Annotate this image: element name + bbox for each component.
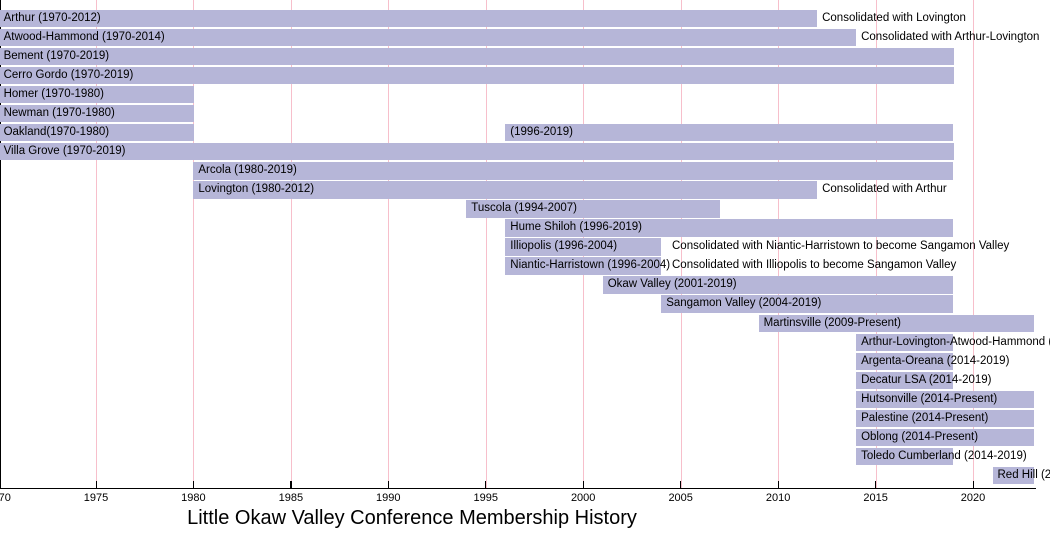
axis-tick-label: 2010 (765, 492, 791, 504)
membership-bar-lovington (193, 181, 817, 199)
axis-tick-label: 2020 (960, 492, 986, 504)
membership-bar-hutsonville (856, 390, 1035, 409)
chart-left-border (0, 0, 1, 489)
axis-tick-label: 2015 (863, 492, 888, 504)
axis-tick (875, 481, 877, 488)
axis-tick (680, 481, 682, 488)
axis-tick (972, 481, 974, 488)
membership-bar-tuscola (466, 200, 720, 218)
consolidation-note: Consolidated with Niantic-Harristown to … (672, 240, 1010, 253)
axis-tick (290, 481, 292, 488)
membership-bar-sangamon-valley (661, 295, 954, 313)
membership-bar-okaw-valley (602, 276, 954, 294)
membership-bar-oakland (505, 123, 954, 142)
bar-label: Oblong (2014-Present) (861, 430, 979, 443)
year-gridline (778, 0, 780, 488)
year-gridline (973, 0, 974, 488)
bar-label: Illiopolis (1996-2004) (510, 240, 618, 253)
consolidation-note: Consolidated with Lovington (822, 11, 966, 24)
axis-tick-label: 1975 (83, 492, 109, 504)
axis-tick-label: 1980 (181, 492, 206, 504)
membership-bar-bement (0, 47, 954, 66)
bar-label: Argenta-Oreana (2014-2019) (861, 354, 1010, 367)
axis-tick-label: 2005 (668, 492, 693, 504)
bar-label: Arcola (1980-2019) (198, 164, 297, 176)
membership-bar-hume-shiloh (505, 219, 954, 237)
bar-label: Niantic-Harristown (1996-2004) (510, 259, 671, 272)
membership-bar-atwood-hammond (0, 28, 857, 47)
consolidation-note: Consolidated with Arthur-Lovington (861, 30, 1040, 43)
year-gridline (193, 0, 195, 488)
axis-tick (485, 481, 487, 488)
bar-label: (1996-2019) (510, 125, 573, 138)
membership-bar-newman (0, 104, 194, 123)
x-axis-line (0, 487, 1036, 490)
bar-label: Arthur-Lovington-Atwood-Hammond (2014-20… (861, 335, 1050, 348)
membership-bar-decatur-lsa (856, 371, 954, 390)
axis-tick-label: 1985 (278, 492, 304, 504)
membership-bar-oakland (0, 123, 194, 142)
bar-label: Sangamon Valley (2004-2019) (666, 297, 822, 310)
bar-label: Palestine (2014-Present) (861, 411, 989, 424)
bar-label: Lovington (1980-2012) (198, 183, 315, 195)
bar-label: Hutsonville (2014-Present) (861, 392, 998, 405)
year-gridline (388, 0, 390, 488)
bar-label: Tuscola (1994-2007) (471, 202, 577, 215)
axis-tick-label: 2000 (570, 492, 596, 504)
membership-bar-villa-grove (0, 142, 954, 161)
membership-bar-red-hill (992, 466, 1035, 485)
axis-tick (387, 481, 389, 488)
bar-label: Toledo Cumberland (2014-2019) (861, 449, 1027, 462)
bar-label: Cerro Gordo (1970-2019) (3, 68, 134, 81)
axis-tick-label: 1990 (376, 492, 401, 504)
bar-label: Bement (1970-2019) (3, 49, 110, 62)
membership-bar-arcola (193, 162, 954, 180)
bar-label: Oakland(1970-1980) (3, 125, 110, 138)
membership-bar-cerro-gordo (0, 66, 954, 85)
year-gridline (875, 0, 877, 488)
membership-bar-niantic-harristown (505, 257, 662, 275)
membership-bar-illiopolis (505, 238, 662, 256)
bar-label: Hume Shiloh (1996-2019) (510, 221, 642, 234)
axis-tick-label: 1995 (473, 492, 499, 504)
year-gridline (96, 0, 97, 488)
chart-title: Little Okaw Valley Conference Membership… (187, 507, 637, 529)
bar-label: Villa Grove (1970-2019) (3, 144, 126, 157)
bar-label: Arthur (1970-2012) (3, 11, 101, 24)
consolidation-note: Consolidated with Arthur (822, 183, 947, 195)
membership-bar-toledo-cumberland (856, 447, 954, 466)
bar-label: Martinsville (2009-Present) (763, 316, 902, 329)
axis-tick (95, 481, 97, 488)
membership-bar-oblong (856, 428, 1035, 447)
axis-tick (777, 481, 779, 488)
year-gridline (290, 0, 292, 488)
year-gridline (485, 0, 487, 488)
bar-label: Decatur LSA (2014-2019) (861, 373, 992, 386)
membership-bar-arthur (0, 9, 818, 27)
membership-bar-martinsville (758, 314, 1035, 332)
axis-tick-label: 1970 (0, 492, 11, 504)
bar-label: Okaw Valley (2001-2019) (607, 278, 737, 291)
axis-tick (582, 481, 584, 488)
membership-bar-palestine (856, 409, 1035, 428)
membership-bar-arthur-lovington-atwood-hammond (856, 333, 954, 351)
consolidation-note: Consolidated with Illiopolis to become S… (672, 259, 957, 272)
bar-label: Atwood-Hammond (1970-2014) (3, 30, 165, 43)
bar-label: Newman (1970-1980) (3, 106, 115, 119)
year-gridline (680, 0, 682, 488)
bar-label: Homer (1970-1980) (3, 87, 104, 100)
axis-tick (192, 481, 195, 488)
bar-label: Red Hill (2021-Present) (997, 468, 1050, 481)
membership-bar-argenta-oreana (856, 352, 954, 371)
membership-bar-homer (0, 85, 194, 104)
